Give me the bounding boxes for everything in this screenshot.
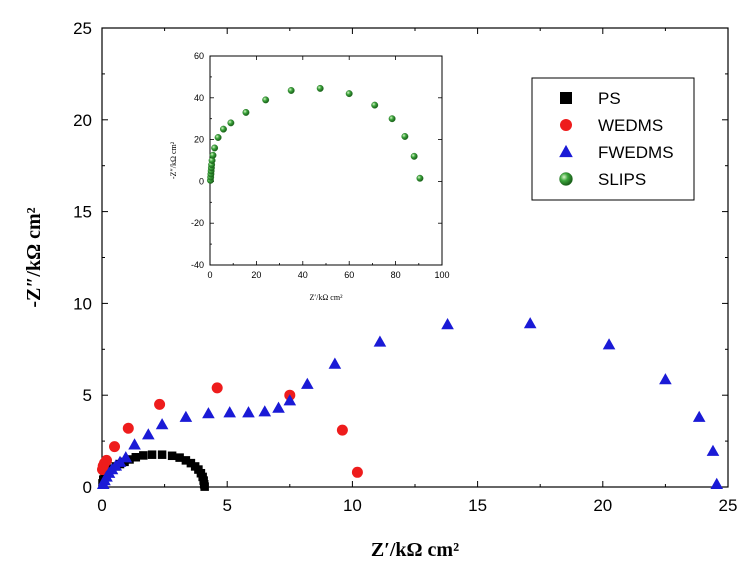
inset-x-tick-label: 40	[298, 270, 308, 280]
inset-data-point-slips	[287, 87, 295, 94]
data-point-ps	[181, 456, 191, 465]
y-tick-label: 15	[73, 203, 92, 222]
inset-y-tick-label: 40	[194, 93, 204, 103]
data-point-fwedms	[706, 444, 720, 456]
x-tick-label: 5	[222, 496, 231, 515]
y-tick-label: 5	[83, 386, 92, 405]
data-point-fwedms	[301, 377, 314, 389]
data-point-wedms	[101, 454, 113, 466]
data-point-wedms	[336, 424, 348, 436]
data-point-ps	[167, 451, 177, 461]
inset-x-tick-label: 20	[251, 270, 261, 280]
inset-data-point-slips	[410, 152, 418, 160]
legend-label-slips: SLIPS	[598, 170, 646, 189]
data-point-fwedms	[272, 401, 285, 413]
y-tick-label: 25	[73, 19, 92, 38]
data-point-fwedms	[283, 394, 297, 406]
data-point-fwedms	[142, 428, 155, 440]
series-wedms	[97, 382, 363, 478]
data-point-fwedms	[441, 318, 454, 330]
inset-series-slips	[207, 84, 424, 184]
inset-x-tick-label: 0	[207, 270, 212, 280]
inset-x-tick-label: 100	[434, 270, 449, 280]
data-point-ps	[139, 451, 148, 460]
inset-data-point-slips	[416, 174, 424, 182]
legend-marker-fwedms	[559, 144, 573, 158]
inset-data-point-slips	[211, 144, 219, 152]
inset-plot: 0 20 40 60 80 100 -40 -20 0 20 40 60 Z′/kΩ cm² -Z″/kΩ…	[169, 51, 450, 302]
inset-data-point-slips	[371, 101, 379, 109]
inset-data-point-slips	[227, 119, 235, 127]
y-tick-label: 20	[73, 111, 92, 130]
x-tick-label: 20	[593, 496, 612, 515]
data-point-fwedms	[523, 317, 537, 329]
data-point-ps	[175, 453, 184, 462]
legend-label-wedms: WEDMS	[598, 116, 663, 135]
inset-data-point-slips	[262, 96, 270, 104]
inset-data-point-slips	[220, 125, 227, 133]
x-axis-title: Z′/kΩ cm²	[371, 539, 459, 561]
data-point-fwedms	[258, 405, 272, 417]
legend-label-fwedms: FWEDMS	[598, 143, 674, 162]
y-tick-label: 0	[83, 478, 92, 497]
data-point-wedms	[211, 382, 223, 394]
legend-marker-ps	[560, 92, 572, 104]
inset-data-point-slips	[214, 134, 222, 141]
y-axis-title: -Z″/kΩ cm²	[23, 207, 45, 307]
inset-y-tick-label: -40	[191, 260, 204, 270]
x-tick-label: 0	[97, 496, 106, 515]
data-point-fwedms	[692, 410, 706, 422]
series-fwedms	[96, 317, 724, 489]
data-point-ps	[147, 450, 157, 459]
data-point-fwedms	[373, 335, 387, 347]
legend: PS WEDMS FWEDMS SLIPS	[531, 77, 695, 201]
inset-frame	[209, 55, 443, 266]
data-point-wedms	[109, 441, 121, 453]
data-point-ps	[131, 453, 141, 462]
data-point-wedms	[351, 466, 363, 478]
data-point-fwedms	[113, 455, 127, 467]
inset-data-point-slips	[345, 90, 353, 98]
legend-marker-slips	[559, 172, 573, 186]
data-point-wedms	[154, 398, 166, 410]
data-point-fwedms	[710, 477, 724, 489]
inset-x-tick-label: 60	[344, 270, 354, 280]
data-point-fwedms	[602, 338, 616, 350]
inset-x-axis-title: Z′/kΩ cm²	[310, 293, 344, 302]
inset-data-point-slips	[388, 115, 396, 123]
legend-marker-wedms	[560, 119, 572, 131]
x-tick-label: 15	[468, 496, 487, 515]
data-point-fwedms	[119, 451, 133, 463]
legend-label-ps: PS	[598, 89, 621, 108]
x-tick-label: 10	[343, 496, 362, 515]
data-point-fwedms	[155, 418, 169, 430]
inset-data-point-slips	[401, 133, 409, 140]
x-tick-label: 25	[719, 496, 738, 515]
data-point-fwedms	[659, 373, 672, 385]
data-point-wedms	[122, 422, 134, 434]
data-point-ps	[200, 482, 209, 491]
inset-y-axis-title: -Z″/kΩ cm²	[169, 141, 178, 179]
data-point-fwedms	[128, 438, 141, 450]
data-point-fwedms	[328, 357, 342, 369]
data-point-fwedms	[179, 410, 193, 422]
inset-data-point-slips	[209, 151, 217, 159]
inset-data-point-slips	[242, 108, 250, 116]
legend-box	[531, 77, 695, 201]
inset-y-tick-label: -20	[191, 218, 204, 228]
inset-y-tick-label: 60	[194, 51, 204, 61]
inset-x-tick-label: 80	[391, 270, 401, 280]
data-point-fwedms	[242, 406, 255, 418]
data-point-fwedms	[223, 406, 237, 418]
y-tick-label: 10	[73, 294, 92, 313]
main-plot: 0 5 10 15 20 25 0 5 10 15 20 25 Z′/kΩ cm² -Z″/kΩ cm² P…	[23, 19, 737, 561]
data-point-ps	[186, 458, 196, 468]
inset-data-point-slips	[316, 84, 324, 92]
data-point-fwedms	[202, 407, 215, 419]
inset-y-tick-label: 0	[199, 176, 204, 186]
inset-y-tick-label: 20	[194, 135, 204, 145]
data-point-ps	[157, 450, 167, 459]
